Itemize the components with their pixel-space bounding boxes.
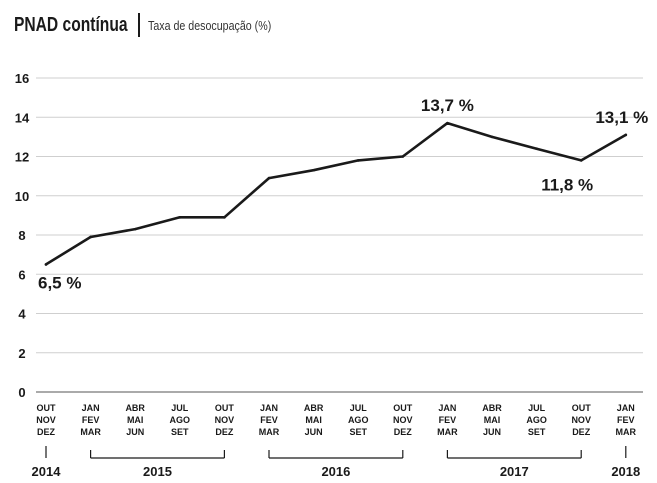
x-tick-label: MAI [127, 415, 144, 425]
year-label: 2017 [500, 464, 529, 479]
chart-subtitle: Taxa de desocupação (%) [147, 17, 271, 33]
x-tick-label: JUL [528, 403, 546, 413]
data-point [267, 176, 271, 180]
year-label: 2014 [32, 464, 62, 479]
data-point [44, 263, 48, 266]
x-tick-label: ABR [482, 403, 502, 413]
x-tick-label: NOV [215, 415, 235, 425]
year-label: 2016 [321, 464, 350, 479]
y-tick-label: 10 [15, 189, 29, 204]
data-point [579, 159, 583, 162]
x-tick-label: MAI [484, 415, 501, 425]
x-tick-label: SET [528, 427, 546, 437]
x-tick-label: DEZ [37, 427, 56, 437]
data-point [178, 216, 182, 219]
x-tick-label: JAN [617, 403, 635, 413]
x-tick-label: FEV [439, 415, 457, 425]
chart-header: PNAD contínua Taxa de desocupação (%) [14, 10, 298, 40]
x-tick-label: MAI [305, 415, 322, 425]
x-tick-label: OUT [37, 403, 57, 413]
x-tick-label: FEV [260, 415, 278, 425]
x-tick-label: NOV [393, 415, 413, 425]
x-tick-label: NOV [571, 415, 591, 425]
x-tick-label: NOV [36, 415, 56, 425]
x-tick-label: FEV [82, 415, 100, 425]
x-tick-label: OUT [572, 403, 592, 413]
x-tick-label: ABR [125, 403, 145, 413]
x-tick-label: MAR [80, 427, 101, 437]
x-tick-label: AGO [526, 415, 547, 425]
data-label: 11,8 % [541, 175, 593, 194]
x-tick-label: SET [171, 427, 189, 437]
data-point [223, 216, 226, 219]
chart-title: PNAD contínua [14, 13, 128, 36]
y-tick-label: 6 [18, 267, 25, 282]
x-tick-label: DEZ [572, 427, 591, 437]
data-label: 6,5 % [38, 273, 81, 292]
data-point [89, 235, 92, 239]
data-label: 13,1 % [595, 108, 648, 127]
x-tick-label: JUL [350, 403, 368, 413]
data-point [490, 135, 494, 139]
series-line [44, 121, 628, 266]
y-tick-label: 16 [15, 71, 29, 86]
y-tick-label: 8 [18, 228, 25, 243]
x-tick-label: OUT [215, 403, 235, 413]
x-tick-label: JUN [483, 427, 501, 437]
x-tick-label: DEZ [215, 427, 234, 437]
x-tick-label: JUN [305, 427, 323, 437]
y-tick-label: 12 [15, 150, 29, 165]
x-tick-label: JUL [171, 403, 189, 413]
data-point [356, 159, 360, 162]
x-tick-label: ABR [304, 403, 324, 413]
data-point [312, 168, 315, 172]
data-point [446, 121, 449, 125]
x-tick-label: JAN [438, 403, 456, 413]
x-tick-label: SET [349, 427, 367, 437]
x-tick-label: JAN [82, 403, 100, 413]
year-label: 2018 [611, 464, 640, 479]
data-point [401, 155, 405, 158]
data-point [624, 133, 628, 137]
year-label: 2015 [143, 464, 172, 479]
x-tick-label: OUT [393, 403, 413, 413]
x-tick-label: JUN [126, 427, 144, 437]
y-tick-label: 2 [18, 346, 25, 361]
x-tick-label: AGO [348, 415, 369, 425]
x-tick-label: MAR [616, 427, 637, 437]
x-tick-label: JAN [260, 403, 278, 413]
x-tick-label: MAR [259, 427, 280, 437]
x-tick-label: DEZ [394, 427, 413, 437]
x-tick-label: AGO [170, 415, 191, 425]
y-tick-label: 4 [18, 307, 26, 322]
y-tick-label: 14 [15, 110, 30, 125]
y-tick-label: 0 [18, 385, 25, 400]
data-point [535, 147, 538, 150]
title-separator [137, 13, 140, 37]
data-label: 13,7 % [421, 96, 474, 115]
x-tick-label: MAR [437, 427, 458, 437]
data-point [133, 227, 137, 231]
x-tick-label: FEV [617, 415, 635, 425]
